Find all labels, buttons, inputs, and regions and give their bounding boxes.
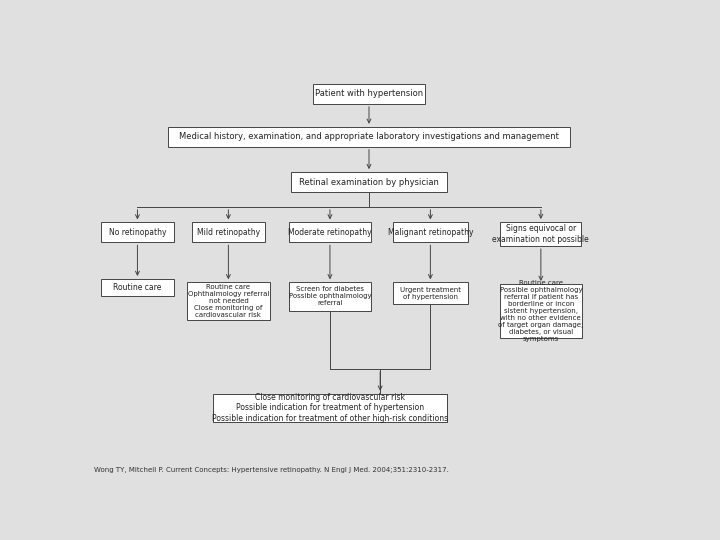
FancyBboxPatch shape (500, 284, 582, 338)
FancyBboxPatch shape (291, 172, 447, 192)
FancyBboxPatch shape (187, 282, 270, 320)
Text: Close monitoring of cardiovascular risk
Possible indication for treatment of hyp: Close monitoring of cardiovascular risk … (212, 393, 448, 423)
FancyBboxPatch shape (500, 222, 581, 246)
Text: No retinopathy: No retinopathy (109, 228, 166, 237)
FancyBboxPatch shape (192, 222, 265, 242)
Text: Malignant retinopathy: Malignant retinopathy (387, 228, 473, 237)
Text: Routine care: Routine care (113, 283, 161, 292)
Text: Patient with hypertension: Patient with hypertension (315, 90, 423, 98)
Text: Retinal examination by physician: Retinal examination by physician (299, 178, 439, 186)
FancyBboxPatch shape (213, 394, 447, 422)
Text: Routine care
Possible ophthalmology
referral if patient has
borderline or incon
: Routine care Possible ophthalmology refe… (498, 280, 583, 342)
Text: Medical history, examination, and appropriate laboratory investigations and mana: Medical history, examination, and approp… (179, 132, 559, 141)
Text: Signs equivocal or
examination not possible: Signs equivocal or examination not possi… (492, 224, 589, 244)
Text: Moderate retinopathy: Moderate retinopathy (288, 228, 372, 237)
FancyBboxPatch shape (392, 282, 468, 304)
FancyBboxPatch shape (101, 222, 174, 242)
Text: Routine care
Ophthalmology referral
not needed
Close monitoring of
cardiovascula: Routine care Ophthalmology referral not … (188, 284, 269, 318)
FancyBboxPatch shape (313, 84, 425, 104)
Text: Urgent treatment
of hypertension: Urgent treatment of hypertension (400, 287, 461, 300)
Text: Wong TY, Mitchell P. Current Concepts: Hypertensive retinopathy. N Engl J Med. 2: Wong TY, Mitchell P. Current Concepts: H… (94, 467, 449, 473)
FancyBboxPatch shape (392, 222, 468, 242)
Text: Screen for diabetes
Possible ophthalmology
referral: Screen for diabetes Possible ophthalmolo… (289, 286, 372, 306)
FancyBboxPatch shape (289, 222, 372, 242)
FancyBboxPatch shape (289, 282, 372, 310)
Text: Mild retinopathy: Mild retinopathy (197, 228, 260, 237)
FancyBboxPatch shape (101, 279, 174, 295)
FancyBboxPatch shape (168, 127, 570, 147)
